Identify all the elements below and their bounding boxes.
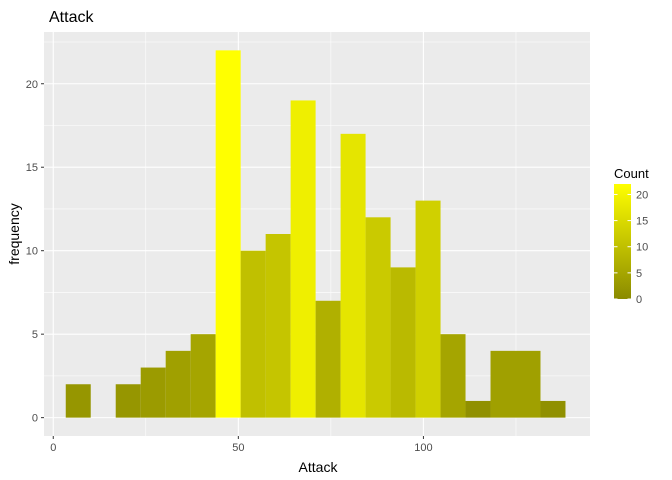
histogram-bar bbox=[65, 384, 91, 418]
histogram-bar bbox=[465, 400, 491, 418]
y-tick-label: 10 bbox=[26, 246, 38, 258]
color-legend: Count 0 5 10 15 20 bbox=[614, 166, 649, 306]
histogram-bar bbox=[415, 200, 441, 418]
histogram-bar bbox=[440, 334, 466, 418]
histogram-bars bbox=[65, 50, 566, 418]
histogram-bar bbox=[190, 334, 216, 418]
legend-label: 10 bbox=[636, 242, 648, 254]
x-tick-label: 50 bbox=[232, 442, 244, 454]
legend-ticks: 0 5 10 15 20 bbox=[614, 189, 648, 306]
y-tick-label: 20 bbox=[26, 79, 38, 91]
x-tick-label: 0 bbox=[50, 442, 56, 454]
histogram-bar bbox=[390, 267, 416, 418]
histogram-bar bbox=[240, 250, 266, 418]
legend-label: 5 bbox=[636, 268, 642, 280]
histogram-bar bbox=[165, 350, 191, 418]
histogram-bar bbox=[290, 100, 316, 418]
legend-title: Count bbox=[614, 166, 649, 181]
x-axis-title: Attack bbox=[299, 459, 339, 475]
histogram-bar bbox=[265, 234, 291, 418]
histogram-bar bbox=[340, 133, 366, 418]
legend-label: 15 bbox=[636, 216, 648, 228]
histogram-bar bbox=[365, 217, 391, 418]
histogram-bar bbox=[490, 350, 516, 418]
chart-title: Attack bbox=[49, 9, 94, 26]
minor-gridlines bbox=[44, 32, 590, 436]
histogram-bar bbox=[115, 384, 141, 418]
y-axis: 0 5 10 15 20 bbox=[26, 79, 44, 425]
x-tick-label: 100 bbox=[414, 442, 432, 454]
legend-label: 0 bbox=[636, 294, 642, 306]
histogram-bar bbox=[540, 400, 566, 418]
y-tick-label: 5 bbox=[32, 329, 38, 341]
legend-colorbar bbox=[614, 184, 631, 299]
y-tick-label: 0 bbox=[32, 413, 38, 425]
legend-label: 20 bbox=[636, 189, 648, 201]
histogram-bar bbox=[515, 350, 541, 418]
y-axis-title: frequency bbox=[6, 203, 22, 264]
histogram-bar bbox=[140, 367, 166, 418]
histogram-bar bbox=[215, 50, 241, 418]
x-axis: 0 50 100 bbox=[50, 436, 433, 454]
y-tick-label: 15 bbox=[26, 162, 38, 174]
histogram-bar bbox=[315, 300, 341, 418]
